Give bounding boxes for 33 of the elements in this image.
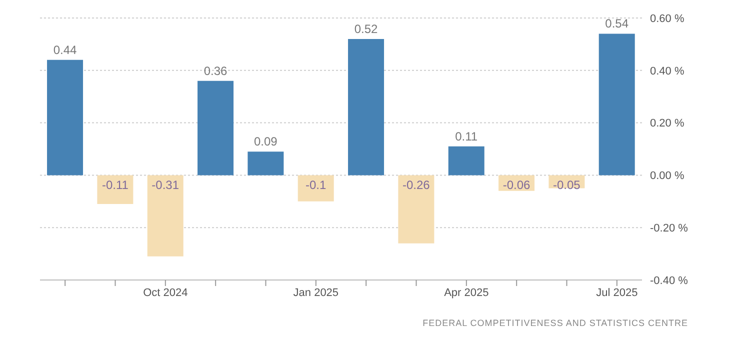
y-tick-label: 0.60 % — [650, 12, 684, 25]
x-tick-label: Jan 2025 — [293, 286, 339, 299]
data-label: -0.26 — [402, 178, 430, 192]
data-label: 0.54 — [605, 16, 629, 31]
y-tick-label: -0.20 % — [650, 222, 688, 235]
data-label: 0.09 — [254, 134, 278, 149]
x-tick-label: Jul 2025 — [596, 286, 638, 299]
y-tick-label: 0.20 % — [650, 118, 684, 130]
bar — [97, 175, 134, 204]
bar — [198, 80, 234, 176]
data-label: -0.05 — [553, 178, 581, 192]
x-tick-label: Oct 2024 — [143, 286, 188, 299]
data-label: -0.06 — [502, 178, 531, 192]
bar — [448, 146, 484, 176]
text: FEDERAL COMPETITIVENESS AND STATISTICS CENTRE — [422, 318, 688, 328]
y-tick-label: 0.40 % — [650, 65, 684, 78]
data-label: 0.36 — [204, 64, 228, 78]
data-label: 0.44 — [53, 42, 78, 57]
bar — [298, 175, 334, 202]
x-tick-label: Apr 2025 — [444, 286, 489, 299]
bar — [598, 34, 635, 176]
bar — [248, 152, 284, 176]
data-label: -0.11 — [102, 178, 129, 192]
data-label: 0.52 — [354, 22, 378, 36]
bar — [47, 60, 84, 176]
bar — [398, 175, 434, 244]
bar — [348, 38, 384, 176]
data-label: 0.11 — [455, 129, 478, 144]
y-tick-label: 0.00 % — [650, 170, 684, 182]
data-label: -0.1 — [306, 178, 327, 192]
data-label: -0.31 — [152, 178, 180, 192]
y-tick-label: -0.40 % — [650, 274, 688, 287]
bar — [147, 175, 184, 256]
